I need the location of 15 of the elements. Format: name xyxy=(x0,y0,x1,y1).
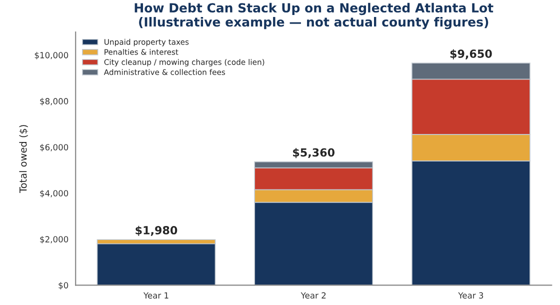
x-tick-label: Year 1 xyxy=(143,292,168,299)
y-tick-label: $4,000 xyxy=(40,190,68,198)
bar xyxy=(96,243,216,286)
chart-title: How Debt Can Stack Up on a Neglected Atlanta Lot (Illustrative example — not actual county figures) xyxy=(134,2,494,30)
total-label: $5,360 xyxy=(293,148,335,158)
y-tick-label: $10,000 xyxy=(34,52,68,60)
x-tick-label: Year 3 xyxy=(458,292,484,299)
total-label: $1,980 xyxy=(136,226,178,236)
y-axis-title: Total owed ($) xyxy=(19,125,28,193)
y-tick-label: $8,000 xyxy=(40,98,68,106)
y-tick-label: $6,000 xyxy=(40,144,68,152)
y-tick-label: $2,000 xyxy=(40,236,68,244)
y-tick-label: $0 xyxy=(58,282,68,290)
total-label: $9,650 xyxy=(450,49,492,60)
x-tick-label: Year 2 xyxy=(300,292,326,299)
